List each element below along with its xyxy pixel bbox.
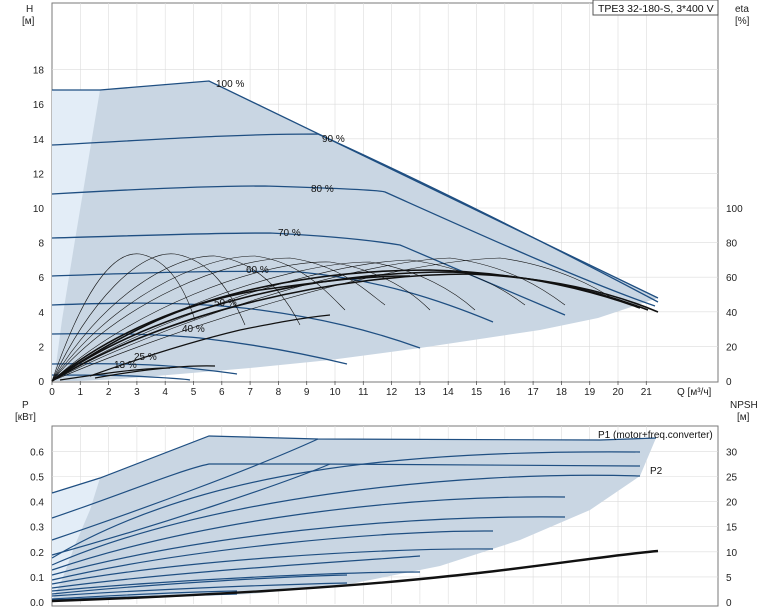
curve-70 [51,232,566,316]
curve-50 [51,302,421,349]
hq-x-tick-label: 11 [358,387,369,398]
hq-x-tick-label: 7 [247,387,253,398]
hq-x-tick-label: 17 [528,387,540,398]
hq-x-tick-label: 6 [219,387,225,398]
hq-y-tick-label: 4 [38,308,44,319]
hq-y-tick-label: 16 [33,100,45,111]
efficiency-curves-bold [51,269,659,382]
hq-x-tick-label: 14 [443,387,455,398]
label-80: 80 % [311,184,334,195]
hq-x-tick-label: 5 [191,387,197,398]
pq-y-tick-label: 0.3 [30,523,44,534]
pq-y2-tick-label: 20 [726,498,738,509]
hq-y2-tick-label: 20 [726,342,738,353]
hq-x-tick-label: 18 [556,387,568,398]
hq-operating-area-light [52,90,100,381]
pq-y2-tick-label: 5 [726,573,732,584]
hq-y2-tick-label: 0 [726,377,732,388]
efficiency-curves-thin [51,253,616,382]
label-60: 60 % [246,265,269,276]
power-curves [51,435,657,601]
hq-operating-area [52,81,658,381]
hq-x-label: Q [м³/ч] [677,387,712,398]
hq-y-tick-label: 8 [38,239,44,250]
hq-y-tick-label: 14 [33,135,45,146]
hq-y-tick-label: 12 [33,169,45,180]
hq-y-label: H [26,4,33,15]
pq-y2-tick-label: 15 [726,523,738,534]
hq-x-tick-label: 0 [49,387,55,398]
title-box-text: TPE3 32-180-S, 3*400 V [598,3,714,15]
hq-tick-labels: 0 1 2 3 4 5 6 7 8 9 10 11 12 13 14 15 16 17 18 19 20 21024681… [33,66,743,398]
pq-y2-tick-label: 10 [726,548,738,559]
label-p1: P1 (motor+freq.converter) [598,430,713,441]
hq-x-tick-label: 13 [414,387,426,398]
curve-100 [52,80,659,299]
hq-y2-tick-label: 100 [726,204,743,215]
pq-y-tick-label: 0.1 [30,573,44,584]
hq-x-tick-label: 3 [134,387,140,398]
pq-y2-tick-label: 0 [726,598,732,609]
pq-y2-tick-label: 25 [726,473,738,484]
hq-y-tick-label: 0 [38,377,44,388]
label-25: 25 % [134,352,157,363]
pq-y-tick-label: 0.4 [30,498,44,509]
label-70: 70 % [278,228,301,239]
hq-x-tick-label: 4 [162,387,168,398]
npsh-curve [51,549,659,603]
pq-y-tick-label: 0.6 [30,447,44,458]
pq-y2-label: NPSH [730,400,758,411]
pq-panel: P1 (motor+freq.converter) P2 P [кВт] NPS… [15,400,758,609]
hq-x-tick-label: 12 [386,387,398,398]
pq-tick-labels: 0.0 0.1 0.2 0.3 0.4 0.5 0.6 0 5 10 15 20 25 30 [30,447,737,609]
pq-y-tick-label: 0.0 [30,598,44,609]
label-13: 13 % [114,360,137,371]
hq-panel: 100 % 90 % 80 % 70 % 60 % 50 % 40 % 25 %… [22,0,750,398]
hq-x-tick-label: 16 [499,387,511,398]
hq-x-tick-label: 9 [304,387,310,398]
curve-80 [51,185,656,307]
pq-y2-tick-label: 30 [726,447,738,458]
hq-y2-tick-label: 40 [726,308,738,319]
hq-y-tick-label: 6 [38,273,44,284]
pq-y-label: P [22,400,29,411]
label-90: 90 % [322,134,345,145]
label-40: 40 % [182,324,205,335]
hq-y-unit: [м] [22,16,35,27]
curve-90 [51,133,659,303]
label-100: 100 % [216,79,244,90]
curve-40 [51,332,348,365]
hq-x-tick-label: 1 [78,387,84,398]
label-p2: P2 [650,466,663,477]
pq-y-tick-label: 0.2 [30,548,44,559]
pq-operating-area-light [52,478,100,601]
hq-x-tick-label: 19 [584,387,596,398]
hq-x-tick-label: 10 [329,387,341,398]
label-50: 50 % [214,298,237,309]
hq-y2-tick-label: 60 [726,273,738,284]
hq-y2-label: eta [735,4,749,15]
curve-13 [51,374,191,381]
hq-x-tick-label: 20 [612,387,624,398]
hq-y2-unit: [%] [735,16,750,27]
hq-y-tick-label: 18 [33,66,45,77]
hq-x-tick-label: 21 [641,387,653,398]
curve-60 [51,270,494,323]
pq-y-tick-label: 0.5 [30,473,44,484]
hq-x-tick-label: 8 [276,387,282,398]
hq-x-tick-label: 2 [106,387,112,398]
hq-y-tick-label: 10 [33,204,45,215]
hq-y2-tick-label: 80 [726,239,738,250]
hq-y-tick-label: 2 [38,342,44,353]
title-box [592,0,719,16]
hq-x-tick-label: 15 [471,387,483,398]
efficiency-curves-low [59,314,331,381]
pq-y-unit: [кВт] [15,412,36,423]
pq-y2-unit: [м] [737,412,750,423]
